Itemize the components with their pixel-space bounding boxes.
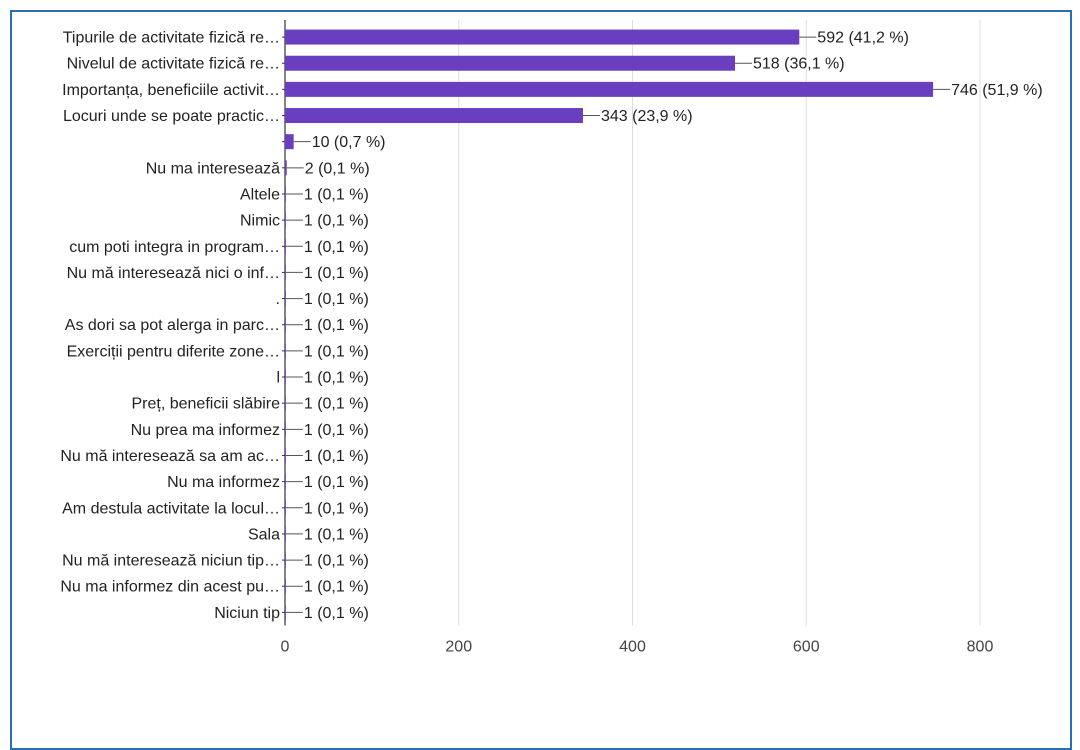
bar xyxy=(285,421,286,437)
bar xyxy=(285,526,286,542)
data-label: 1 (0,1 %) xyxy=(304,343,369,360)
category-label: Nu ma informez xyxy=(167,474,280,491)
data-label: 1 (0,1 %) xyxy=(304,579,369,596)
data-label: 1 (0,1 %) xyxy=(304,553,369,570)
data-label: 1 (0,1 %) xyxy=(304,526,369,543)
data-label: 1 (0,1 %) xyxy=(304,186,369,203)
x-tick-label: 800 xyxy=(967,638,994,655)
bar xyxy=(285,186,286,202)
x-tick-label: 200 xyxy=(445,638,472,655)
bar xyxy=(285,447,286,463)
category-label: cum poti integra in program… xyxy=(69,239,280,256)
bar xyxy=(285,160,287,176)
chart-frame xyxy=(10,10,1072,750)
data-label: 1 (0,1 %) xyxy=(304,291,369,308)
data-label: 1 (0,1 %) xyxy=(304,239,369,256)
category-label: Am destula activitate la locul… xyxy=(62,500,280,517)
data-label: 343 (23,9 %) xyxy=(601,108,693,125)
category-label: Exerciții pentru diferite zone… xyxy=(67,343,280,360)
x-tick-label: 600 xyxy=(793,638,820,655)
data-label: 1 (0,1 %) xyxy=(304,474,369,491)
data-label: 1 (0,1 %) xyxy=(304,370,369,387)
category-label: Nu mă interesează niciun tip… xyxy=(62,553,280,570)
data-label: 1 (0,1 %) xyxy=(304,265,369,282)
bar xyxy=(285,395,286,411)
bar xyxy=(285,604,286,620)
category-label: Tipurile de activitate fizică re… xyxy=(63,30,280,47)
x-tick-label: 400 xyxy=(619,638,646,655)
bar xyxy=(285,291,286,307)
data-label: 592 (41,2 %) xyxy=(817,30,909,47)
category-label: Niciun tip xyxy=(214,605,280,622)
category-label: Nu mă interesează sa am ac… xyxy=(60,448,280,465)
bar xyxy=(285,264,286,280)
data-label: 10 (0,7 %) xyxy=(312,134,386,151)
data-label: 2 (0,1 %) xyxy=(305,160,370,177)
category-label: l xyxy=(276,370,280,387)
bar xyxy=(285,317,286,333)
bar xyxy=(285,212,286,228)
bar xyxy=(285,108,583,124)
data-label: 518 (36,1 %) xyxy=(753,56,845,73)
data-label: 1 (0,1 %) xyxy=(304,448,369,465)
category-label: Nu mă interesează nici o inf… xyxy=(67,265,280,282)
category-label: Nivelul de activitate fizică re… xyxy=(67,56,280,73)
category-label: Altele xyxy=(240,186,280,203)
bar xyxy=(285,500,286,516)
bar xyxy=(285,134,294,150)
category-label: Nu prea ma informez xyxy=(131,422,280,439)
category-label: Nu ma interesează xyxy=(146,160,280,177)
category-label: Nu ma informez din acest pu… xyxy=(60,579,280,596)
category-label: As dori sa pot alerga in parc… xyxy=(65,317,280,334)
bar xyxy=(285,343,286,359)
bar xyxy=(285,369,286,385)
bar-chart: 0 200 400 600 800 Tipurile de activitate fizi… xyxy=(60,20,1043,655)
data-label: 1 (0,1 %) xyxy=(304,500,369,517)
bar xyxy=(285,55,736,71)
category-label: . xyxy=(276,291,280,308)
category-label: Preț, beneficii slăbire xyxy=(131,396,280,413)
data-label: 1 (0,1 %) xyxy=(304,396,369,413)
data-label: 1 (0,1 %) xyxy=(304,422,369,439)
category-label: Nimic xyxy=(240,213,280,230)
category-label: Locuri unde se poate practic… xyxy=(63,108,280,125)
data-label: 1 (0,1 %) xyxy=(304,605,369,622)
data-label: 1 (0,1 %) xyxy=(304,317,369,334)
data-label: 746 (51,9 %) xyxy=(951,82,1043,99)
bar xyxy=(285,552,286,568)
category-label: Importanța, beneficiile activit… xyxy=(62,82,280,99)
bar xyxy=(285,238,286,254)
bar xyxy=(285,474,286,490)
bar xyxy=(285,29,800,45)
data-label: 1 (0,1 %) xyxy=(304,213,369,230)
category-label: Sala xyxy=(248,526,280,543)
bar xyxy=(285,578,286,594)
bar xyxy=(285,81,934,97)
x-tick-label: 0 xyxy=(281,638,290,655)
